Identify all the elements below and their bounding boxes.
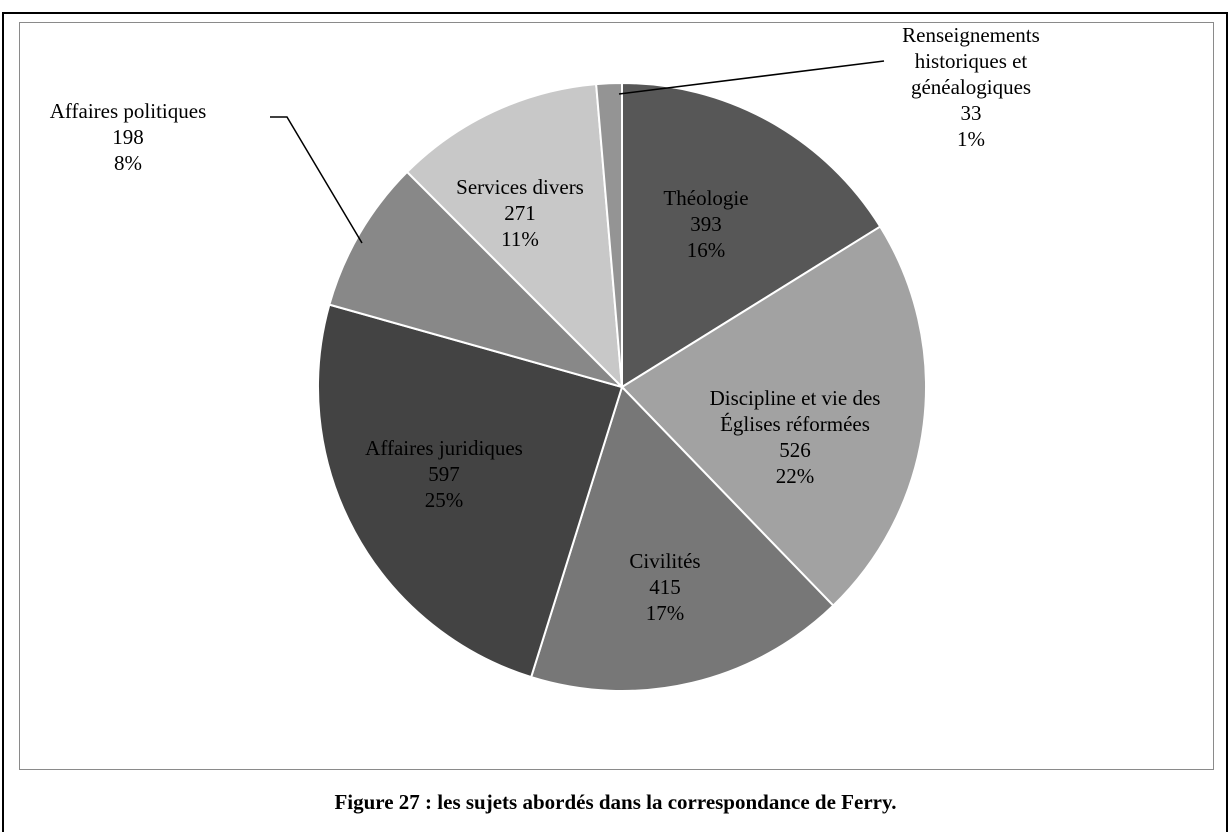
pie-slice-affaires-politiques xyxy=(328,170,626,389)
slice-label-renseignements-historiques-et-genealogiques: Renseignements historiques et généalogique… xyxy=(902,23,1040,151)
leader-line-affaires-politiques xyxy=(270,116,363,244)
pie-slice-renseignements-historiques-et-genealogiques xyxy=(595,81,623,388)
document-frame xyxy=(2,12,1228,832)
leader-line-renseignements-historiques-et-genealogiques xyxy=(618,60,885,95)
pie-slice-affaires-juridiques xyxy=(317,303,624,679)
figure-caption: Figure 27 : les sujets abordés dans la c… xyxy=(334,790,897,814)
leader-lines xyxy=(270,60,885,244)
slice-labels: Théologie 393 16% Discipline et vie des Égli… xyxy=(50,23,1040,625)
pie-slice-civilites xyxy=(529,385,835,692)
pie-slice-services-divers xyxy=(405,83,624,390)
slice-label-civilites: Civilités 415 17% xyxy=(629,549,700,625)
pie-slice-theologie xyxy=(621,81,882,389)
slice-label-affaires-juridiques: Affaires juridiques 597 25% xyxy=(365,436,523,512)
pie-slice-discipline-et-vie-des-eglises-reformees xyxy=(620,225,927,608)
slice-label-theologie: Théologie 393 16% xyxy=(663,186,748,262)
slice-label-services-divers: Services divers 271 11% xyxy=(456,175,584,251)
slice-label-affaires-politiques: Affaires politiques 198 8% xyxy=(50,99,207,175)
slice-label-discipline-et-vie-des-eglises-reformees: Discipline et vie des Églises réformées 52… xyxy=(710,386,881,488)
pie-slices xyxy=(317,81,927,692)
